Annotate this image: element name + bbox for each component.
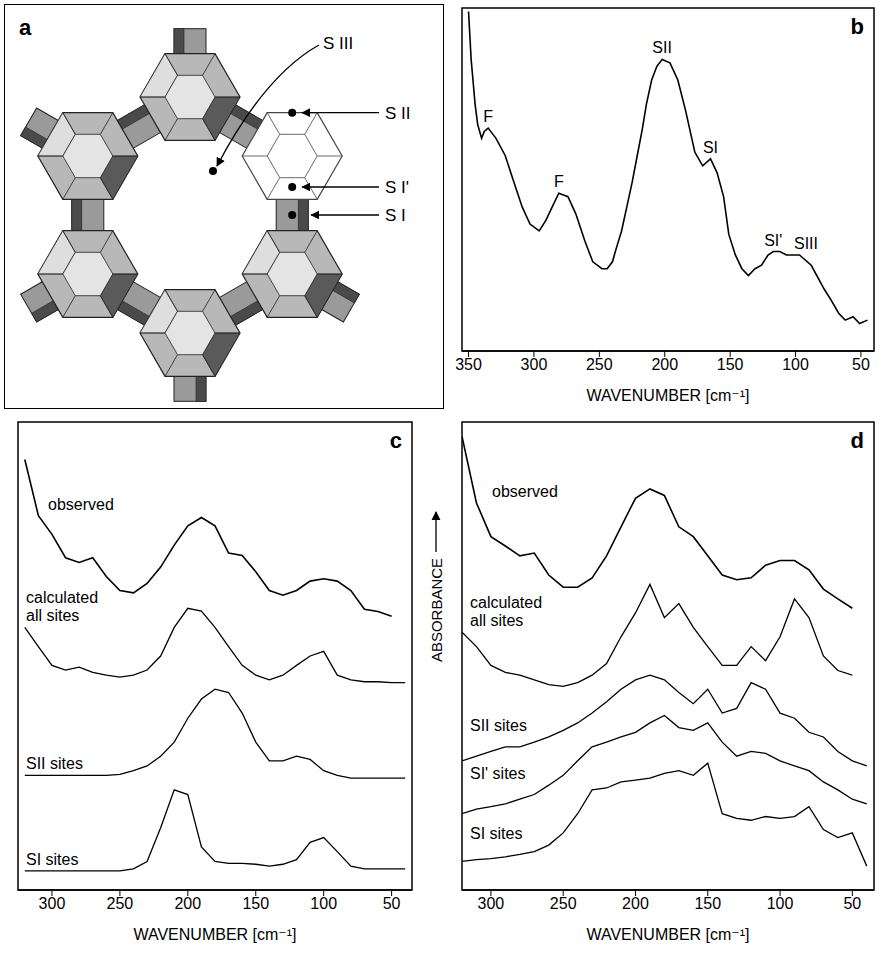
svg-text:SI sites: SI sites — [26, 851, 78, 868]
svg-text:200: 200 — [174, 895, 201, 912]
svg-text:a: a — [19, 15, 32, 40]
svg-text:SII: SII — [652, 39, 672, 56]
svg-text:SI': SI' — [764, 232, 782, 249]
svg-text:S III: S III — [323, 34, 353, 53]
svg-text:S I': S I' — [385, 178, 409, 197]
svg-text:SII sites: SII sites — [26, 755, 83, 772]
svg-text:100: 100 — [782, 356, 809, 373]
svg-text:50: 50 — [843, 895, 861, 912]
svg-text:WAVENUMBER [cm⁻¹]: WAVENUMBER [cm⁻¹] — [133, 926, 296, 943]
svg-text:c: c — [390, 428, 402, 453]
svg-text:observed: observed — [48, 496, 114, 513]
svg-text:300: 300 — [478, 895, 505, 912]
svg-text:100: 100 — [310, 895, 337, 912]
svg-text:100: 100 — [767, 895, 794, 912]
svg-text:SI' sites: SI' sites — [470, 765, 526, 782]
svg-text:b: b — [851, 14, 864, 39]
svg-text:calculated: calculated — [470, 594, 542, 611]
svg-text:150: 150 — [717, 356, 744, 373]
svg-text:SI: SI — [703, 139, 718, 156]
svg-text:all sites: all sites — [470, 612, 523, 629]
svg-text:200: 200 — [622, 895, 649, 912]
svg-text:250: 250 — [550, 895, 577, 912]
svg-text:350: 350 — [455, 356, 482, 373]
svg-text:all sites: all sites — [26, 607, 79, 624]
svg-text:250: 250 — [586, 356, 613, 373]
svg-text:150: 150 — [242, 895, 269, 912]
svg-text:50: 50 — [383, 895, 401, 912]
svg-text:calculated: calculated — [26, 589, 98, 606]
svg-text:200: 200 — [651, 356, 678, 373]
svg-text:150: 150 — [694, 895, 721, 912]
svg-text:50: 50 — [852, 356, 870, 373]
svg-text:ABSORBANCE: ABSORBANCE — [428, 558, 445, 662]
svg-text:WAVENUMBER [cm⁻¹]: WAVENUMBER [cm⁻¹] — [586, 926, 749, 943]
svg-text:300: 300 — [39, 895, 66, 912]
svg-text:observed: observed — [492, 483, 558, 500]
svg-text:S I: S I — [385, 206, 406, 225]
svg-text:WAVENUMBER [cm⁻¹]: WAVENUMBER [cm⁻¹] — [586, 387, 749, 404]
svg-text:250: 250 — [107, 895, 134, 912]
svg-text:SI sites: SI sites — [470, 825, 522, 842]
svg-text:SII sites: SII sites — [470, 717, 527, 734]
svg-text:SIII: SIII — [794, 235, 818, 252]
svg-text:300: 300 — [521, 356, 548, 373]
svg-text:F: F — [554, 173, 564, 190]
svg-text:S II: S II — [385, 104, 411, 123]
svg-text:d: d — [851, 428, 864, 453]
svg-text:F: F — [483, 108, 493, 125]
